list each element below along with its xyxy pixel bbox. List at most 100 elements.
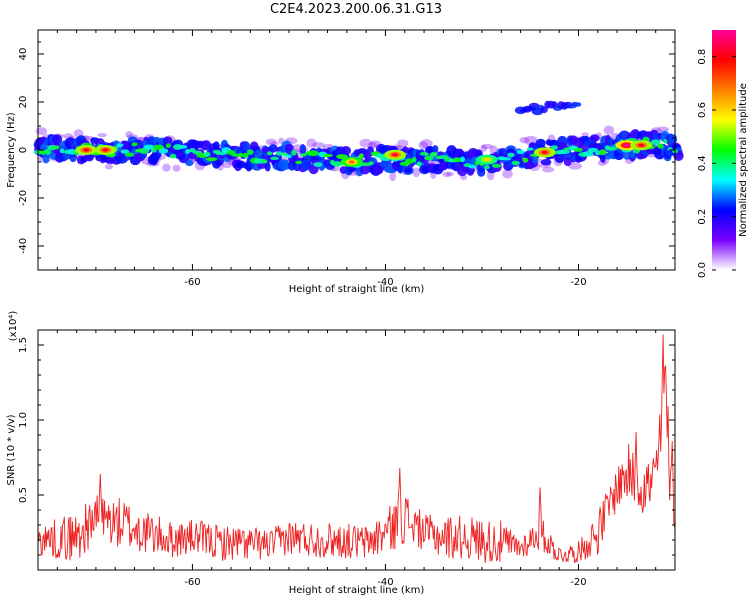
- heatmap-blobs: [33, 100, 684, 182]
- heatmap-cell: [669, 134, 678, 144]
- heatmap-cell: [172, 164, 181, 172]
- heatmap-cell: [656, 126, 670, 133]
- heatmap-cell: [516, 149, 525, 154]
- heatmap-cell: [419, 152, 429, 156]
- heatmap-cell: [511, 160, 520, 166]
- heatmap-cell: [607, 146, 618, 151]
- y-tick-label: 0.5: [18, 487, 29, 503]
- heatmap-hotspot: [348, 160, 355, 164]
- heatmap-cell: [300, 153, 307, 157]
- colorbar-tick-label: 0.6: [697, 102, 708, 118]
- heatmap-cell: [373, 164, 384, 175]
- heatmap-cell: [312, 142, 325, 148]
- x-tick-label: -40: [377, 277, 393, 288]
- heatmap-cell: [412, 167, 420, 178]
- heatmap-cell: [589, 134, 600, 142]
- heatmap-cell: [203, 151, 211, 157]
- snr-y-scale-label: (x10⁴): [8, 311, 19, 342]
- heatmap-cell: [97, 133, 107, 138]
- heatmap-cell: [412, 156, 417, 163]
- heatmap-cell: [299, 144, 306, 155]
- heatmap-cell: [165, 143, 171, 149]
- heatmap-cell: [519, 136, 530, 144]
- heatmap-cell: [588, 147, 598, 153]
- heatmap-cell: [51, 134, 63, 145]
- heatmap-cell: [424, 155, 434, 161]
- heatmap-cell: [526, 147, 534, 151]
- heatmap-x-axis-label: Height of straight line (km): [289, 284, 425, 295]
- heatmap-cell: [535, 138, 546, 148]
- heatmap-cell: [185, 159, 194, 167]
- heatmap-hotspot: [638, 143, 645, 147]
- heatmap-cell: [629, 151, 636, 159]
- heatmap-cell: [341, 146, 351, 156]
- heatmap-cell: [151, 148, 157, 153]
- heatmap-cell: [59, 148, 65, 154]
- heatmap-hotspot: [483, 158, 490, 162]
- snr-x-axis-label: Height of straight line (km): [289, 585, 425, 596]
- snr-y-axis-label: SNR (10 * v/v): [6, 414, 17, 485]
- heatmap-cell: [158, 148, 169, 154]
- heatmap-cell: [143, 144, 155, 150]
- heatmap-cell: [213, 141, 220, 150]
- heatmap-cell: [540, 159, 552, 166]
- heatmap-hotspot: [623, 143, 630, 147]
- heatmap-cell: [480, 144, 488, 152]
- heatmap-cell: [67, 148, 77, 155]
- heatmap-cell: [563, 157, 572, 167]
- heatmap-cell: [581, 132, 589, 137]
- heatmap-cell: [270, 156, 279, 161]
- heatmap-cell: [568, 162, 582, 170]
- heatmap-cell: [266, 151, 273, 156]
- heatmap-cell: [242, 152, 249, 158]
- heatmap-cell: [206, 157, 218, 162]
- heatmap-cell: [242, 141, 251, 152]
- heatmap-cell: [507, 152, 515, 158]
- heatmap-cell: [429, 152, 438, 157]
- heatmap-cell: [284, 144, 294, 151]
- heatmap-cell: [657, 143, 664, 149]
- colorbar-label: Normalized spectral amplitude: [738, 83, 749, 237]
- snr-frame: [37, 329, 676, 571]
- heatmap-cell: [483, 165, 490, 170]
- x-tick-label: -20: [570, 577, 586, 588]
- heatmap-cell: [322, 153, 333, 158]
- heatmap-cell: [125, 131, 133, 139]
- heatmap-cell: [452, 157, 463, 163]
- y-tick-label: -20: [18, 190, 29, 206]
- heatmap-cell: [44, 148, 51, 155]
- heatmap-cell: [663, 139, 668, 144]
- heatmap-cell: [169, 153, 177, 159]
- heatmap-cell: [131, 142, 138, 147]
- heatmap-hotspot: [541, 150, 548, 154]
- heatmap-cell: [47, 144, 58, 151]
- heatmap-cell: [307, 150, 319, 157]
- y-tick-label: 20: [18, 96, 29, 109]
- heatmap-cell: [574, 147, 583, 152]
- heatmap-cell: [442, 171, 451, 178]
- heatmap-cell: [481, 143, 494, 150]
- y-tick-label: 1.0: [18, 412, 29, 428]
- heatmap-cell: [336, 154, 348, 160]
- heatmap-cell: [306, 138, 317, 148]
- y-tick-label: 1.5: [18, 337, 29, 353]
- colorbar: 0.0 0.2 0.4 0.6 0.8 Normalized spectral ampli…: [697, 30, 749, 278]
- heatmap-cell: [246, 149, 254, 156]
- heatmap-cell: [405, 158, 415, 164]
- heatmap-cell: [432, 145, 439, 154]
- heatmap-cell: [491, 163, 502, 168]
- heatmap-cell: [416, 161, 422, 167]
- heatmap-cell: [185, 149, 191, 154]
- heatmap-cell: [285, 154, 292, 159]
- heatmap-cell: [542, 166, 555, 173]
- colorbar-tick-label: 0.0: [697, 262, 708, 278]
- heatmap-cell: [104, 163, 113, 170]
- heatmap-cell: [238, 152, 244, 158]
- heatmap-y-axis-label: Frequency (Hz): [6, 112, 17, 188]
- heatmap-cell: [550, 145, 558, 150]
- y-tick-label: 40: [18, 48, 29, 61]
- colorbar-tick-label: 0.4: [697, 155, 708, 171]
- heatmap-cell: [262, 159, 268, 164]
- heatmap-cell: [368, 161, 374, 165]
